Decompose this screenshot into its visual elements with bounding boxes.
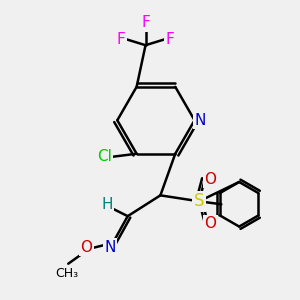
- Text: F: F: [141, 15, 150, 30]
- Text: F: F: [116, 32, 125, 47]
- Text: S: S: [194, 192, 204, 210]
- Text: CH₃: CH₃: [55, 267, 78, 280]
- Text: O: O: [80, 240, 92, 255]
- Text: O: O: [204, 216, 216, 231]
- Text: H: H: [101, 197, 113, 212]
- Text: N: N: [194, 113, 206, 128]
- Text: F: F: [166, 32, 175, 47]
- Text: O: O: [204, 172, 216, 187]
- Text: Cl: Cl: [97, 149, 112, 164]
- Text: N: N: [104, 240, 116, 255]
